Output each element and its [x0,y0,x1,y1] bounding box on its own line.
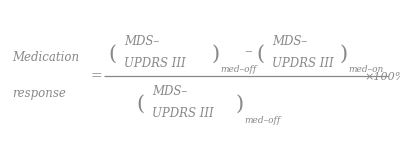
Text: (: ( [108,45,116,64]
Text: med–on: med–on [348,65,383,74]
Text: response: response [12,86,66,100]
Text: MDS–: MDS– [272,35,307,48]
Text: Medication: Medication [12,51,79,64]
Text: UPDRS III: UPDRS III [124,57,186,70]
Text: (: ( [256,45,264,64]
Text: med–off: med–off [220,65,256,74]
Text: ): ) [340,45,348,64]
Text: UPDRS III: UPDRS III [152,107,214,120]
Text: MDS–: MDS– [152,85,187,98]
Text: MDS–: MDS– [124,35,159,48]
Text: =: = [90,69,102,83]
Text: (: ( [136,94,144,113]
Text: UPDRS III: UPDRS III [272,57,334,70]
Text: –: – [244,44,252,58]
Text: ): ) [236,94,244,113]
Text: ): ) [212,45,220,64]
Text: ×100%: ×100% [364,73,400,82]
Text: med–off: med–off [244,116,280,125]
